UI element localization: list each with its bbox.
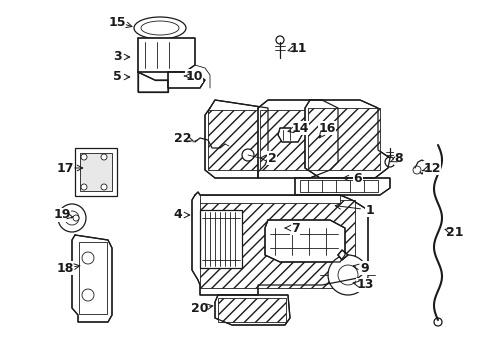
Polygon shape [204,100,267,178]
Circle shape [101,184,107,190]
Bar [79,242,107,314]
Text: 18: 18 [56,261,74,274]
Circle shape [58,204,86,232]
Polygon shape [305,100,389,178]
Polygon shape [192,192,367,295]
Text: 10: 10 [185,69,203,82]
Text: 6: 6 [353,171,362,184]
Circle shape [73,215,79,221]
Polygon shape [138,72,168,92]
Circle shape [81,184,87,190]
Bar [218,298,285,322]
Circle shape [433,318,441,326]
Polygon shape [294,178,389,195]
Text: 11: 11 [289,41,306,54]
Text: 13: 13 [356,279,373,292]
Bar [207,110,260,170]
Bar [80,153,112,191]
Text: 20: 20 [191,302,208,315]
Bar [260,110,331,170]
Text: 15: 15 [108,15,125,28]
Polygon shape [168,72,204,88]
Polygon shape [72,235,112,322]
Bar [200,210,242,268]
Circle shape [82,289,94,301]
Text: 12: 12 [423,162,440,175]
Circle shape [412,166,420,174]
Polygon shape [258,100,337,178]
Text: 22: 22 [174,131,191,144]
Text: 3: 3 [112,50,121,63]
Polygon shape [138,38,195,72]
Text: 17: 17 [56,162,74,175]
Text: 19: 19 [53,208,71,221]
Bar [307,108,379,170]
Circle shape [81,154,87,160]
Bar [200,200,354,288]
Circle shape [327,255,367,295]
Polygon shape [215,295,289,325]
Bar [75,148,117,196]
Text: 21: 21 [446,225,463,238]
Text: 4: 4 [173,208,182,221]
Polygon shape [337,250,347,260]
Circle shape [242,149,253,161]
Ellipse shape [134,17,185,39]
Polygon shape [264,220,345,262]
Text: 1: 1 [365,203,374,216]
Circle shape [101,154,107,160]
Circle shape [65,211,79,225]
Circle shape [65,215,71,221]
Text: 14: 14 [291,122,308,135]
Bar [200,195,339,203]
Circle shape [384,157,394,167]
Text: 9: 9 [360,261,368,274]
Text: 8: 8 [394,152,403,165]
Bar [299,180,377,192]
Circle shape [82,252,94,264]
Text: 2: 2 [267,152,276,165]
Text: 5: 5 [112,71,121,84]
Polygon shape [278,128,302,142]
Text: 7: 7 [290,221,299,234]
Text: 16: 16 [318,122,335,135]
